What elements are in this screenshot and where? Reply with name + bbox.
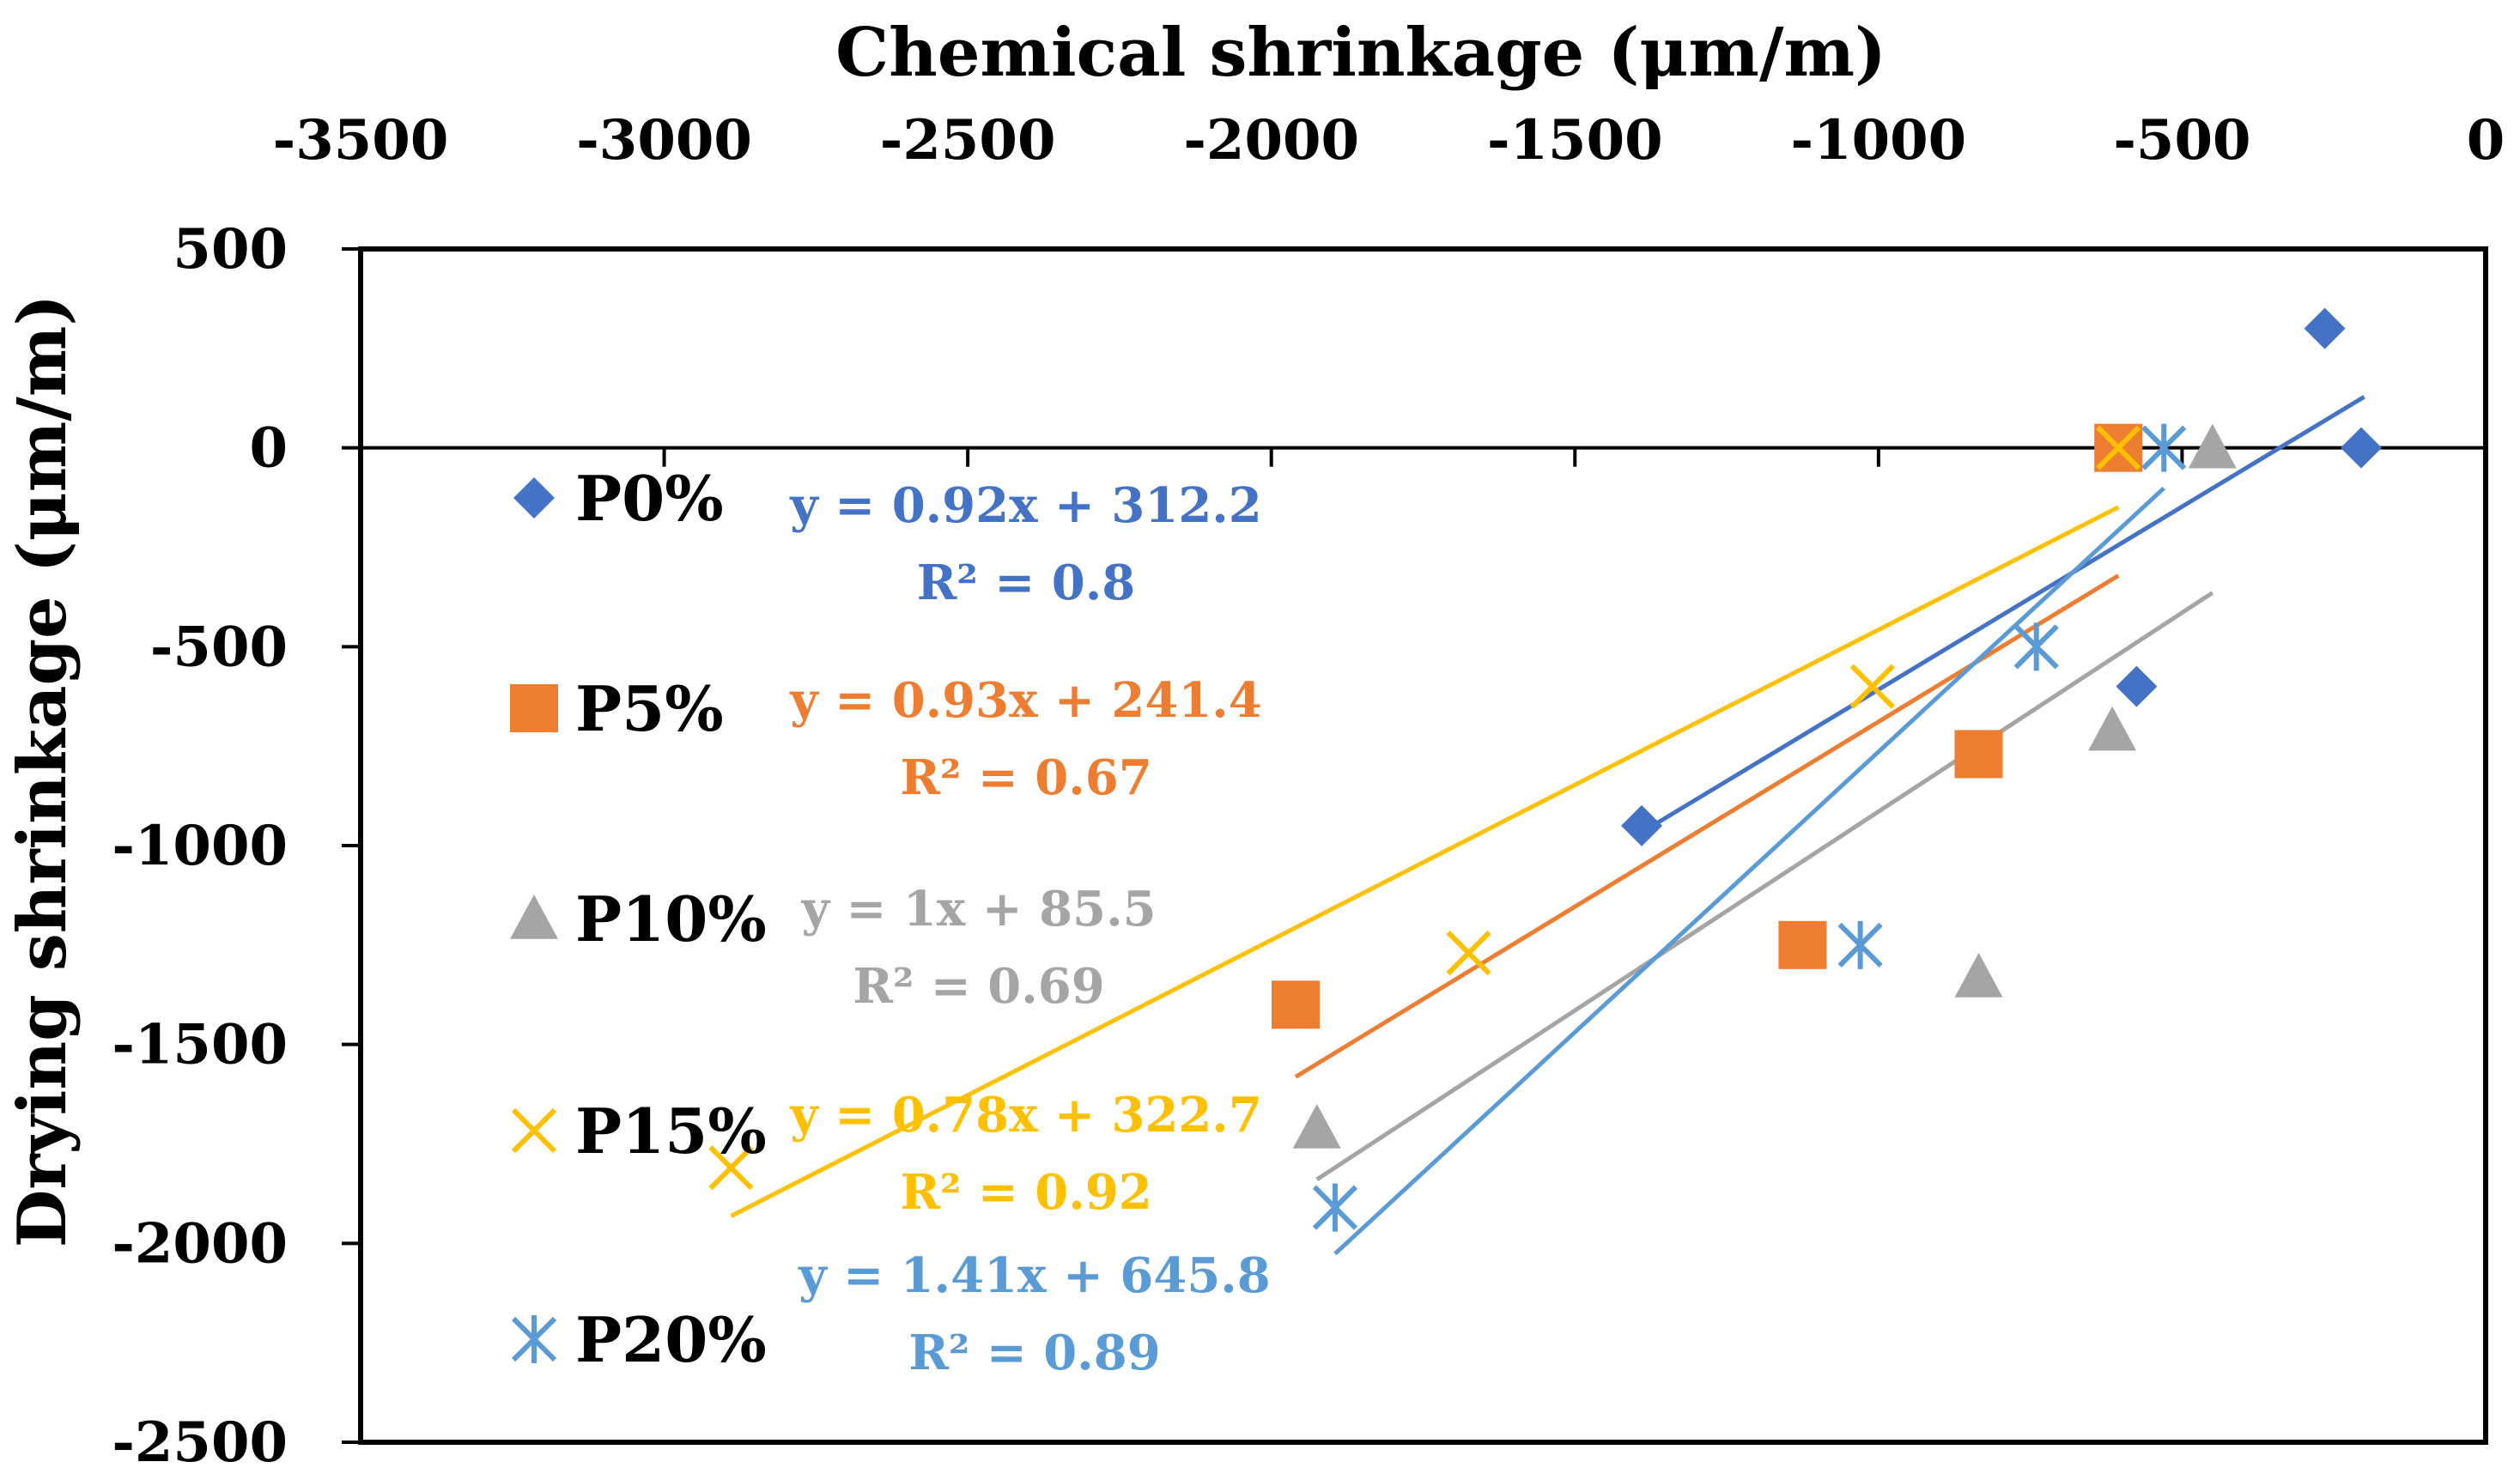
x-tick-label: -2500 (880, 108, 1056, 173)
data-point-p5pct (1954, 730, 2003, 779)
legend-item-p15pct: P15% (511, 1095, 767, 1168)
legend-label: P20% (575, 1303, 767, 1376)
data-point-p0pct (2304, 307, 2346, 349)
trendline-equation: y = 0.92x + 312.2 (789, 477, 1262, 534)
legend-marker (510, 684, 558, 732)
trendline-equation: y = 1.41x + 645.8 (798, 1247, 1271, 1304)
data-point-p15pct (2096, 425, 2141, 470)
x-axis-title: Chemical shrinkage (μm/m) (835, 14, 1886, 92)
legend-label: P15% (575, 1095, 767, 1168)
y-tick-label: 500 (173, 217, 288, 282)
legend-label: P10% (575, 883, 767, 955)
trendline-annotations: y = 0.92x + 312.2 R² = 0.8 y = 0.93x + 241… (789, 477, 1271, 1381)
legend: P0% P5% P10% P15% P20% (510, 462, 767, 1376)
y-tick-labels: 500 0 -500 -1000 -1500 -2000 -2500 (112, 217, 288, 1474)
x-tick-label: -2000 (1183, 108, 1359, 173)
trendline-p5pct (1294, 573, 2120, 1079)
data-point-p10pct (1954, 952, 2003, 998)
plot-area (342, 246, 2488, 1445)
data-point-p0pct (1621, 804, 1663, 846)
x-tick-label: -1000 (1791, 108, 1967, 173)
legend-marker (511, 1315, 557, 1363)
data-point-p0pct (2116, 665, 2158, 707)
legend-item-p0pct: P0% (513, 462, 724, 535)
y-tick-label: -2500 (112, 1410, 288, 1474)
legend-marker (511, 1107, 557, 1154)
legend-label: P5% (575, 672, 724, 745)
trendline-equation: y = 0.78x + 322.7 (789, 1087, 1262, 1143)
annotation-p10pct: y = 1x + 85.5 R² = 0.69 (800, 881, 1156, 1015)
x-tick-labels: -3500 -3000 -2500 -2000 -1500 -1000 -500 0 (273, 108, 2505, 173)
x-tick-label: -3000 (576, 108, 752, 173)
data-point-p10pct (2188, 423, 2237, 469)
trendline-equation: y = 0.93x + 241.4 (789, 672, 1262, 729)
legend-item-p10pct: P10% (510, 883, 767, 955)
y-tick-label: -1000 (112, 814, 288, 878)
data-point-p0pct (2341, 427, 2383, 469)
data-point-p20pct (1837, 920, 1883, 969)
annotation-p20pct: y = 1.41x + 645.8 R² = 0.89 (798, 1247, 1271, 1381)
data-point-p10pct (2088, 706, 2137, 751)
legend-marker (510, 895, 558, 939)
data-point-p20pct (2141, 423, 2187, 472)
data-point-p20pct (1312, 1183, 1358, 1232)
y-tick-label: -500 (150, 615, 288, 679)
y-axis-title: Drying shrinkage (μm/m) (3, 294, 82, 1248)
x-tick-label: -3500 (273, 108, 449, 173)
x-tick-label: -1500 (1487, 108, 1663, 173)
data-point-p5pct (1778, 920, 1827, 969)
trendline-p10pct (1315, 591, 2214, 1182)
annotation-p0pct: y = 0.92x + 312.2 R² = 0.8 (789, 477, 1262, 611)
legend-item-p20pct: P20% (511, 1303, 767, 1376)
y-tick-label: -2000 (112, 1211, 288, 1276)
trendline-p0pct (1634, 395, 2365, 838)
trendline-r2: R² = 0.69 (853, 958, 1104, 1015)
legend-marker (513, 477, 555, 519)
x-tick-label: -500 (2113, 108, 2250, 173)
trendline-equation: y = 1x + 85.5 (800, 881, 1156, 937)
trendline-r2: R² = 0.67 (900, 749, 1151, 806)
data-point-p20pct (2013, 622, 2059, 671)
annotation-p5pct: y = 0.93x + 241.4 R² = 0.67 (789, 672, 1262, 806)
data-point-p15pct (1446, 930, 1491, 976)
trendline-p20pct (1333, 486, 2165, 1256)
trendline-r2: R² = 0.89 (908, 1325, 1160, 1381)
x-tick-label: 0 (2467, 108, 2505, 173)
legend-label: P0% (575, 462, 724, 535)
annotation-p15pct: y = 0.78x + 322.7 R² = 0.92 (789, 1087, 1262, 1221)
plot-frame (358, 246, 2488, 1445)
data-point-p15pct (1849, 664, 1895, 709)
trendline-r2: R² = 0.92 (900, 1164, 1151, 1221)
y-tick-label: -1500 (112, 1013, 288, 1077)
trendline-r2: R² = 0.8 (917, 555, 1135, 611)
data-point-p15pct (708, 1145, 754, 1191)
trendline-p15pct (730, 505, 2120, 1218)
legend-item-p5pct: P5% (510, 672, 724, 745)
y-tick-label: 0 (249, 416, 288, 481)
data-point-p10pct (1292, 1103, 1341, 1149)
data-point-p5pct (1272, 980, 1320, 1029)
